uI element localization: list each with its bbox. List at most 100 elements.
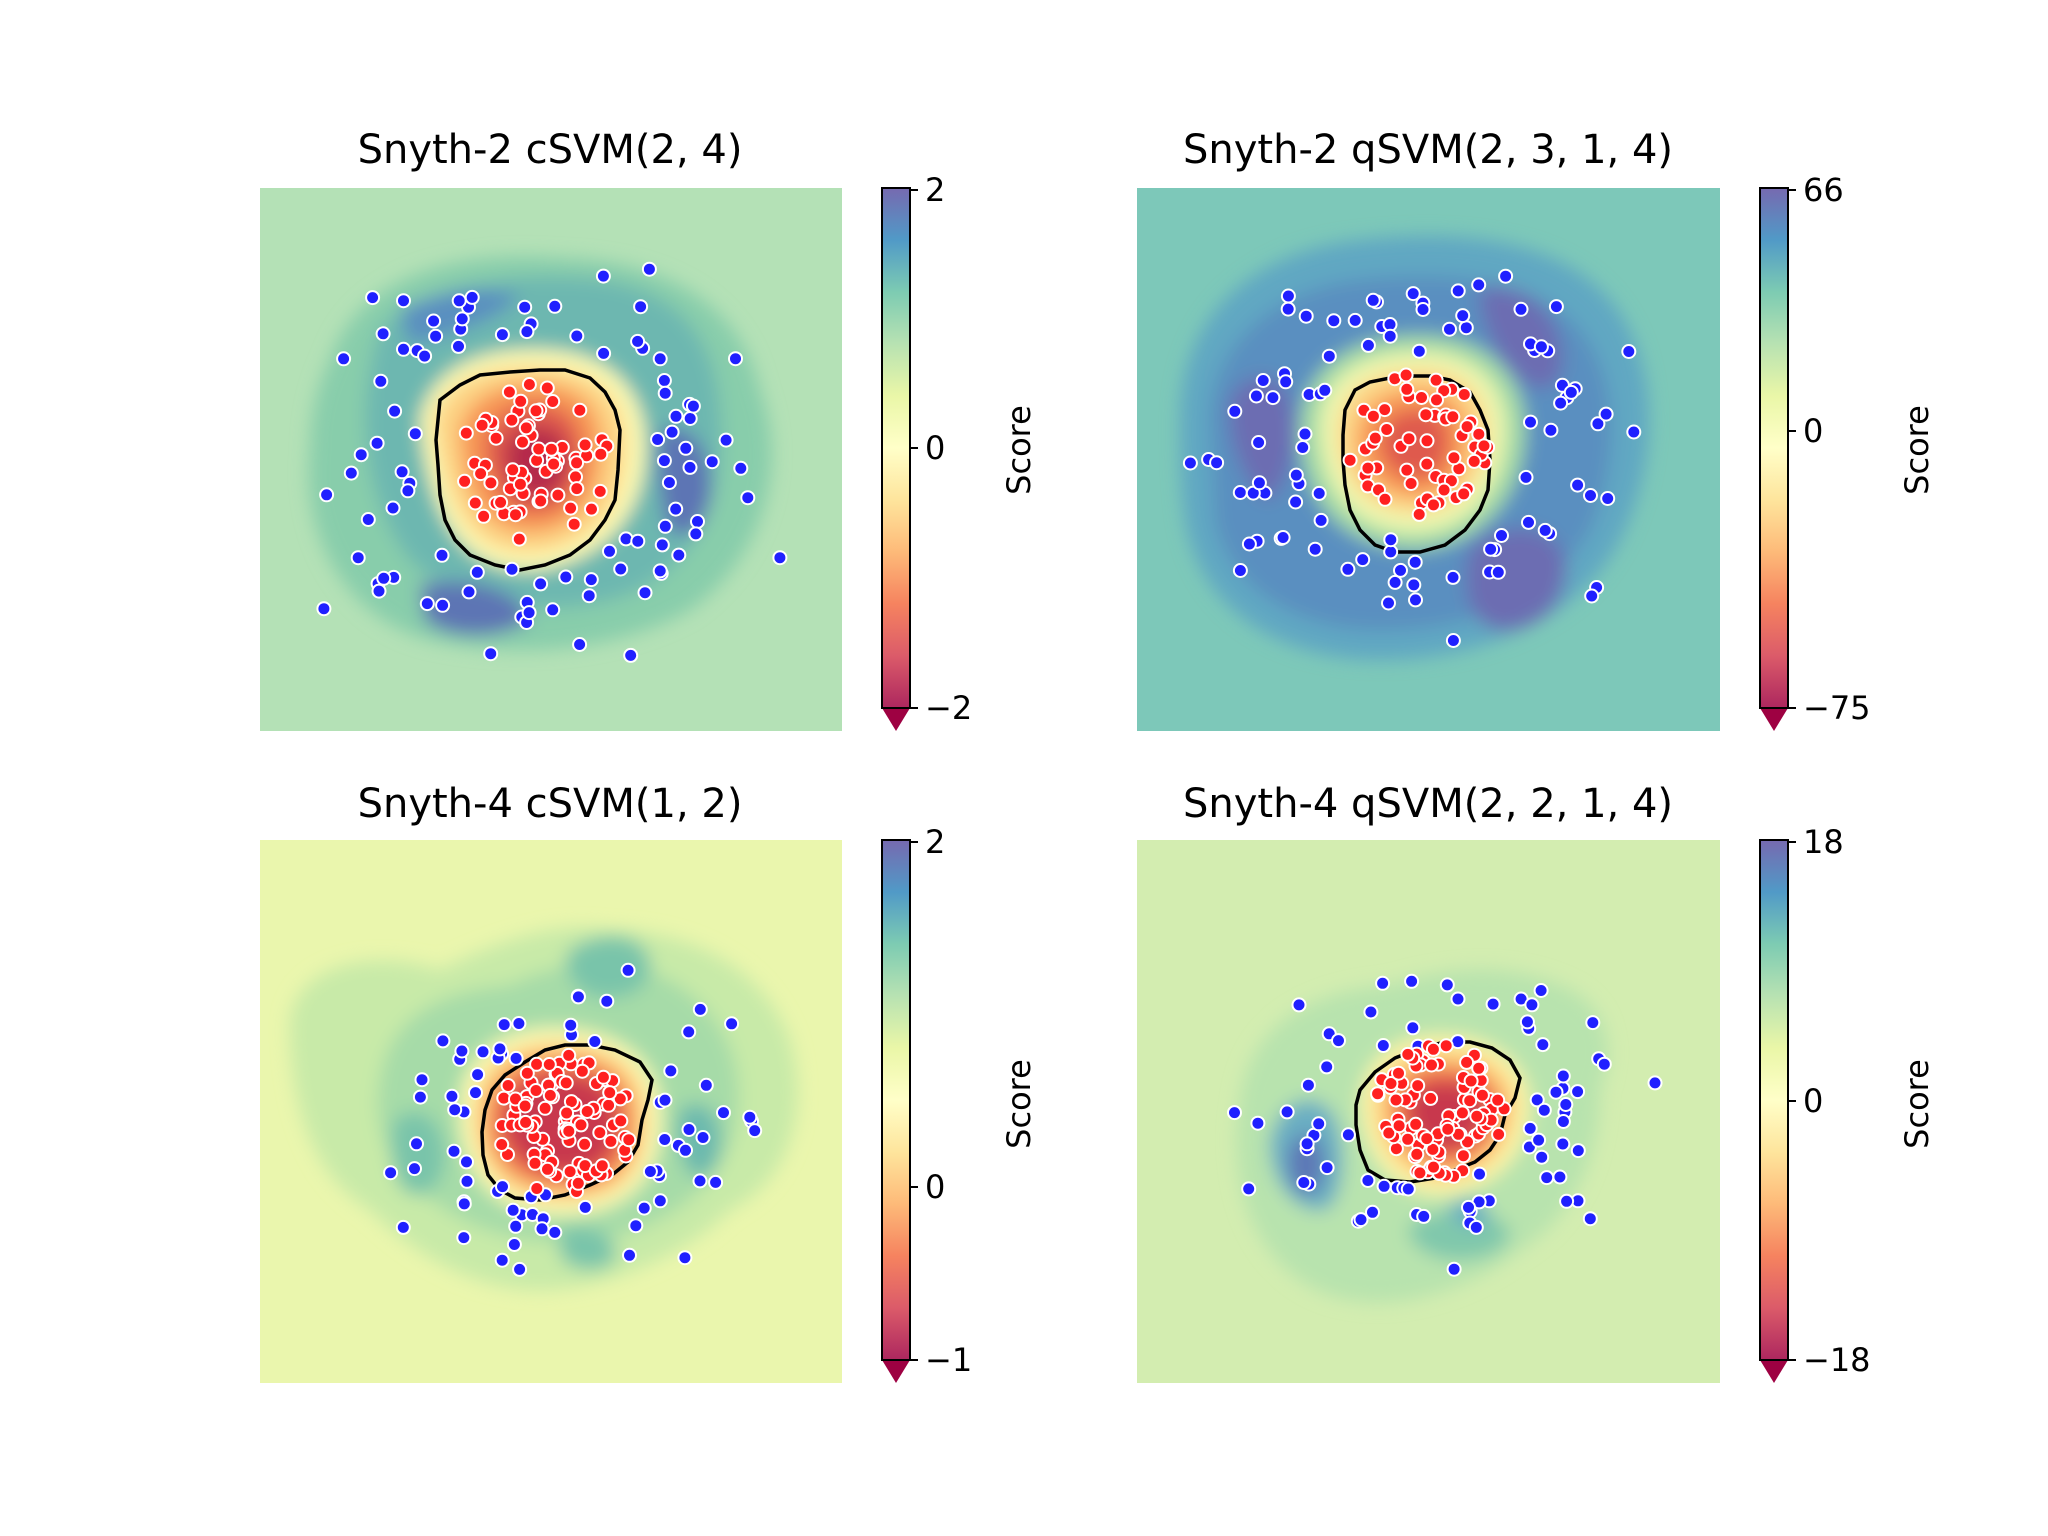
data-point-negative (583, 572, 599, 588)
data-point-negative (1555, 1068, 1571, 1084)
data-point-negative (1288, 494, 1304, 510)
data-point-positive (561, 1047, 577, 1063)
data-point-negative (1621, 344, 1637, 359)
panel-3-cb-tick-min: −1 (925, 1341, 972, 1379)
data-point-negative (613, 561, 629, 577)
data-point-negative (682, 459, 698, 475)
data-point-negative (1558, 1097, 1574, 1112)
panel-4-plot-area (1137, 840, 1720, 1383)
data-point-positive (1391, 1118, 1407, 1134)
data-point-negative (1408, 592, 1423, 608)
data-point-negative (1251, 435, 1267, 450)
panel-4-title: Snyth-4 qSVM(2, 2, 1, 4) (1183, 781, 1673, 827)
data-point-positive (1459, 1054, 1475, 1070)
data-point-negative (623, 647, 639, 663)
data-point-positive (1471, 1060, 1487, 1076)
data-point-negative (668, 501, 684, 517)
data-point-negative (1535, 1037, 1551, 1053)
data-point-negative (1404, 973, 1420, 989)
data-point-negative (740, 490, 756, 506)
data-point-negative (1275, 530, 1291, 545)
data-point-negative (618, 531, 634, 547)
data-point-negative (395, 1219, 411, 1235)
data-point-negative (1300, 1077, 1316, 1093)
data-point-negative (1383, 544, 1399, 560)
data-point-positive (476, 508, 492, 524)
data-point-negative (633, 299, 649, 315)
data-point-negative (681, 1122, 697, 1137)
data-point-positive (1446, 450, 1462, 466)
data-point-positive (1426, 1159, 1441, 1175)
data-point-negative (1331, 1033, 1346, 1049)
data-point-positive (519, 1065, 535, 1081)
data-point-negative (596, 345, 612, 361)
data-point-positive (493, 494, 509, 510)
data-point-negative (456, 1230, 472, 1246)
data-point-negative (396, 293, 411, 309)
data-point-negative (444, 1088, 460, 1104)
data-point-negative (394, 464, 410, 480)
data-point-negative (1381, 595, 1396, 611)
data-point-positive (1445, 409, 1461, 425)
data-point-negative (1280, 288, 1296, 304)
panel-1-points (316, 261, 788, 663)
data-point-positive (1365, 408, 1381, 424)
panel-1-plot-area (260, 188, 842, 731)
data-point-positive (612, 1091, 628, 1107)
data-point-negative (468, 1085, 483, 1101)
data-point-negative (650, 432, 666, 447)
data-point-positive (517, 1098, 533, 1114)
data-point-negative (630, 533, 646, 549)
data-point-negative (641, 261, 657, 277)
data-point-negative (1298, 308, 1314, 324)
data-point-negative (1375, 1038, 1391, 1053)
data-point-positive (1411, 506, 1427, 522)
data-point-negative (716, 1105, 731, 1121)
data-point-negative (1375, 975, 1391, 991)
data-point-negative (451, 338, 466, 354)
data-point-negative (1355, 552, 1371, 568)
data-point-negative (1536, 1102, 1552, 1118)
data-point-negative (534, 1221, 550, 1237)
data-point-positive (545, 394, 561, 409)
panel-4-cb-tick-min: −18 (1803, 1341, 1871, 1379)
data-point-positive (1428, 372, 1444, 388)
data-point-negative (1311, 1116, 1327, 1132)
data-point-negative (620, 962, 636, 978)
data-point-negative (1450, 991, 1466, 1007)
data-point-positive (1412, 1165, 1428, 1181)
data-point-negative (1291, 997, 1307, 1013)
data-point-negative (494, 1252, 510, 1268)
panel-1-cb-tick-max: 2 (925, 171, 945, 209)
data-point-negative (545, 602, 561, 618)
data-point-positive (561, 1123, 577, 1139)
data-point-positive (483, 475, 499, 491)
panel-2-cb-label: Score (1898, 405, 1936, 495)
data-point-positive (1381, 1125, 1397, 1141)
data-point-positive (1438, 1038, 1454, 1054)
data-point-negative (1494, 528, 1509, 543)
panel-4-points (1227, 973, 1663, 1277)
data-point-negative (1319, 1160, 1335, 1176)
data-point-negative (1446, 1261, 1462, 1277)
data-point-negative (383, 1165, 399, 1181)
data-point-positive (518, 1114, 534, 1130)
data-point-negative (521, 605, 537, 621)
data-point-negative (447, 1102, 463, 1118)
panel-3-colorbar: 2 0 −1 Score (881, 823, 1038, 1383)
data-point-negative (1347, 312, 1363, 328)
data-point-negative (1321, 348, 1337, 364)
data-point-negative (1521, 514, 1536, 530)
data-point-negative (1490, 564, 1506, 580)
data-point-negative (704, 454, 720, 470)
data-point-positive (504, 412, 520, 428)
data-point-positive (512, 476, 528, 492)
data-point-negative (1265, 390, 1281, 406)
data-point-negative (718, 432, 734, 448)
data-point-positive (546, 456, 562, 472)
panel-1: Snyth-2 cSVM(2, 4) (260, 127, 1038, 731)
data-point-positive (527, 1155, 543, 1171)
data-point-negative (1317, 382, 1333, 398)
data-point-negative (1299, 1136, 1315, 1152)
data-point-positive (1440, 1121, 1456, 1137)
